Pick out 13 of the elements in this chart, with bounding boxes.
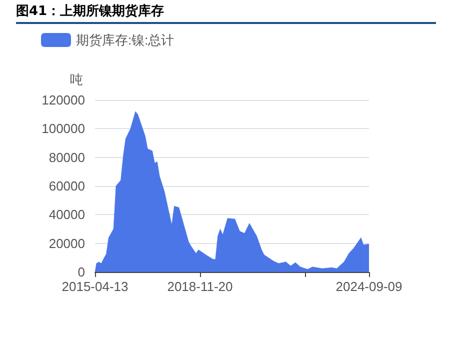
x-tick-label: 2024-09-09	[336, 279, 402, 294]
legend-label: 期货库存:镍:总计	[76, 32, 174, 48]
y-tick-label: 40000	[48, 207, 85, 222]
y-tick-label: 60000	[48, 178, 85, 194]
y-tick-label: 120000	[42, 92, 85, 108]
x-tick-label: 2015-04-13	[62, 279, 128, 294]
y-tick-label: 80000	[48, 150, 85, 165]
x-tick-label: 2018-11-20	[167, 279, 233, 294]
y-axis-title: 吨	[70, 72, 83, 87]
y-tick-label: 20000	[48, 236, 85, 251]
chart-title: 图41：上期所镍期货库存	[16, 2, 436, 24]
y-tick-label: 100000	[42, 121, 85, 136]
y-tick-label: 0	[78, 264, 85, 280]
